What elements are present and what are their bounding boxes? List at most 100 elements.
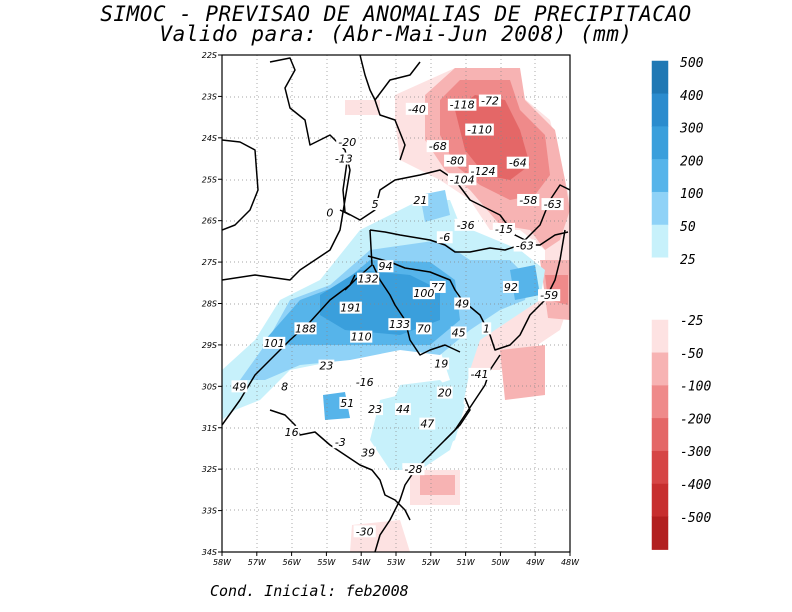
contour-label-background	[279, 380, 290, 393]
contour-label-text: -6	[439, 231, 450, 244]
contour-label-background	[481, 322, 492, 335]
contour-label-background	[444, 154, 467, 167]
contour-label-text: -64	[509, 157, 527, 170]
contour-label-text: 39	[361, 447, 375, 460]
colorbar-swatch	[651, 224, 669, 259]
colorbar-label: -400	[680, 478, 711, 493]
contour-value-label: 21	[412, 193, 429, 207]
contour-label-text: -110	[467, 124, 492, 137]
contour-value-label: 100	[412, 287, 435, 300]
contour-label-background	[339, 301, 362, 314]
contour-label-text: 0	[326, 206, 333, 219]
contour-value-label: 110	[350, 330, 373, 344]
contour-label-background	[436, 386, 453, 399]
contour-label-text: -124	[471, 165, 496, 178]
contour-value-label: 16	[283, 425, 300, 439]
contour-value-label: -40	[405, 102, 428, 116]
contour-label-text: -80	[446, 155, 464, 168]
colorbar-swatch	[651, 159, 669, 193]
contour-value-label: -16	[353, 376, 376, 389]
contour-label-text: -63	[516, 240, 534, 253]
contour-label-background	[332, 436, 349, 449]
map-subtitle: Valido para: (Abr-Mai-Jun 2008) (mm)	[159, 22, 633, 46]
contour-label-text: 101	[264, 337, 285, 350]
contour-label-text: -20	[338, 136, 356, 149]
lat-tick-label: 32S	[202, 465, 217, 474]
contour-label-background	[412, 287, 435, 300]
contour-label-text: 16	[285, 426, 299, 439]
contour-value-label: -20	[336, 135, 359, 149]
colorbar-label: 200	[680, 154, 704, 169]
contour-label-text: 94	[379, 260, 393, 273]
contour-value-label: 188	[294, 322, 317, 335]
contour-value-label: -30	[353, 525, 376, 538]
lon-tick-label: 49W	[526, 558, 545, 567]
contour-value-label: -13	[332, 152, 355, 166]
contour-label-text: 5	[372, 198, 379, 211]
contour-label-background	[353, 376, 376, 389]
contour-label-background	[447, 98, 477, 111]
contour-label-background	[350, 330, 373, 343]
colorbar-swatch	[651, 483, 669, 518]
contour-label-background	[332, 152, 355, 165]
contour-label-text: 92	[504, 281, 518, 294]
lon-tick-label: 51W	[457, 558, 476, 567]
contour-value-label: -36	[454, 218, 477, 232]
contour-label-text: 21	[413, 194, 427, 207]
contour-label-background	[377, 260, 394, 273]
contour-label-text: -30	[356, 525, 374, 538]
lat-tick-label: 33S	[202, 507, 217, 516]
contour-value-label: -80	[444, 154, 467, 168]
contour-value-label: -58	[517, 193, 540, 207]
contour-label-background	[450, 326, 467, 339]
contour-label-background	[412, 193, 429, 206]
contour-value-label: -28	[402, 463, 425, 476]
contour-label-text: -40	[408, 103, 426, 116]
contour-label-background	[336, 135, 359, 148]
contour-value-label: 19	[433, 357, 450, 371]
contour-label-background	[294, 322, 317, 335]
contour-label-text: -16	[356, 376, 374, 389]
colorbar-label: -50	[680, 347, 704, 362]
lat-tick-label: 24S	[202, 134, 217, 143]
contour-label-background	[395, 403, 411, 416]
contour-value-label: -63	[513, 239, 536, 253]
contour-label-text: 44	[396, 403, 410, 416]
contour-label-background	[517, 193, 540, 206]
contour-label-text: 49	[232, 380, 246, 393]
contour-label-text: -28	[404, 463, 422, 476]
contour-label-background	[465, 123, 494, 136]
colorbar-label: 50	[680, 220, 696, 235]
contour-label-background	[339, 396, 356, 409]
contour-label-background	[454, 218, 477, 231]
contour-label-background	[415, 322, 432, 335]
colorbar-swatch	[651, 516, 669, 550]
colorbar-label: 25	[680, 253, 696, 268]
lat-tick-label: 34S	[202, 548, 217, 557]
contour-value-label: -68	[426, 140, 449, 153]
contour-value-label: -59	[538, 289, 561, 302]
colorbar-swatch	[651, 257, 669, 291]
contour-value-label: 94	[377, 260, 394, 273]
colorbar-label: 100	[680, 187, 704, 202]
contour-label-background	[370, 198, 380, 211]
contour-value-label: 44	[395, 403, 411, 416]
lon-tick-label: 54W	[352, 558, 371, 567]
colorbar-label: 500	[680, 56, 704, 71]
contour-label-text: -104	[450, 173, 475, 186]
contour-value-label: 51	[339, 396, 356, 410]
colorbar-label: 300	[679, 122, 704, 137]
contour-value-label: -104	[447, 173, 477, 186]
contour-label-background	[426, 140, 449, 153]
contour-label-text: -58	[519, 194, 537, 207]
initial-condition-label: Cond. Inicial: feb2008	[210, 582, 409, 600]
contour-labels: -40 -118 -72-110-20 -68-13 -80 -64-124-104-58…	[231, 94, 564, 538]
lon-tick-label: 50W	[491, 558, 510, 567]
lat-tick-label: 31S	[202, 424, 217, 433]
contour-label-text: 188	[295, 322, 316, 335]
colorbar-label: -25	[680, 314, 704, 329]
contour-value-label: 133	[388, 318, 411, 331]
contour-label-text: 23	[368, 403, 382, 416]
contour-label-background	[231, 380, 248, 393]
